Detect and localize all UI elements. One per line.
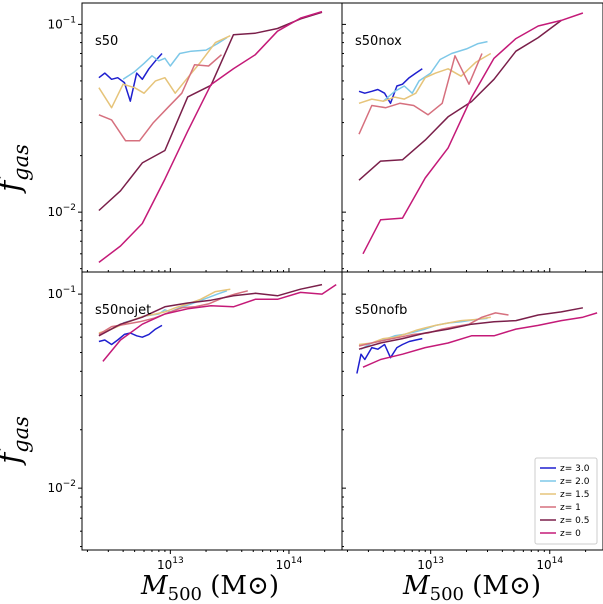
series-line-z3p0 <box>358 68 423 105</box>
x-tick-label: 1014 <box>276 556 303 572</box>
series-line-z0 <box>102 283 337 362</box>
panel-label: s50 <box>95 34 118 49</box>
series-line-z1p5 <box>98 35 231 109</box>
legend-entry: z= 0.5 <box>560 516 589 526</box>
series-line-z1 <box>358 53 483 135</box>
y-tick-label: 10−1 <box>47 285 76 301</box>
x-tick-label: 1013 <box>417 556 444 572</box>
legend-entry: z= 2.0 <box>560 477 590 487</box>
series-line-z0 <box>98 10 323 263</box>
panel-label: s50nox <box>355 34 402 49</box>
series-line-z0p5 <box>98 283 323 337</box>
panel-s50nojet-series <box>98 283 337 362</box>
panel-s50nox-series <box>358 12 584 255</box>
series-line-z0p5 <box>358 307 584 350</box>
x-axis-label: M500 (M⊙) <box>140 571 279 604</box>
x-tick-label: 1014 <box>536 556 563 572</box>
frame-layer <box>78 2 603 554</box>
panel-s50nofb-series <box>356 307 598 374</box>
panel-label: s50nofb <box>355 303 407 318</box>
y-tick-label: 10−2 <box>47 203 76 219</box>
y-tick-label: 10−2 <box>47 479 76 495</box>
x-tick-label: 1013 <box>157 556 184 572</box>
legend-entry: z= 3.0 <box>560 464 590 474</box>
y-axis-label: fgas <box>0 416 33 466</box>
series-line-z0p5 <box>358 19 562 181</box>
series-line-z1p5 <box>358 316 491 346</box>
series-line-z1 <box>98 54 222 142</box>
y-tick-label: 10−1 <box>47 15 76 31</box>
series-line-z0 <box>362 312 598 368</box>
legend-entry: z= 0 <box>560 529 581 539</box>
series-line-z0p5 <box>98 11 323 212</box>
panel-s50-series <box>98 10 323 263</box>
legend-box <box>534 457 598 545</box>
legend-entry: z= 1.5 <box>560 490 589 500</box>
series-line-z0 <box>362 12 584 255</box>
series-line-z2p0 <box>382 40 488 102</box>
series-line-z2p0 <box>122 36 228 80</box>
panel-label: s50nojet <box>95 303 151 318</box>
legend-entry: z= 1 <box>560 503 581 513</box>
y-axis-label: fgas <box>0 144 33 194</box>
series-line-z3p0 <box>98 53 163 102</box>
series-line-z3p0 <box>356 337 423 374</box>
x-axis-label: M500 (M⊙) <box>402 571 541 604</box>
text-layer: 10−2 10−1 10−2 10−1 1013 1014 1013 1014 s50 s50no… <box>0 15 598 604</box>
legend: z= 3.0 z= 2.0 z= 1.5 z= 1 z= 0.5 z= 0 <box>534 457 598 545</box>
series-lines-layer <box>98 10 598 374</box>
